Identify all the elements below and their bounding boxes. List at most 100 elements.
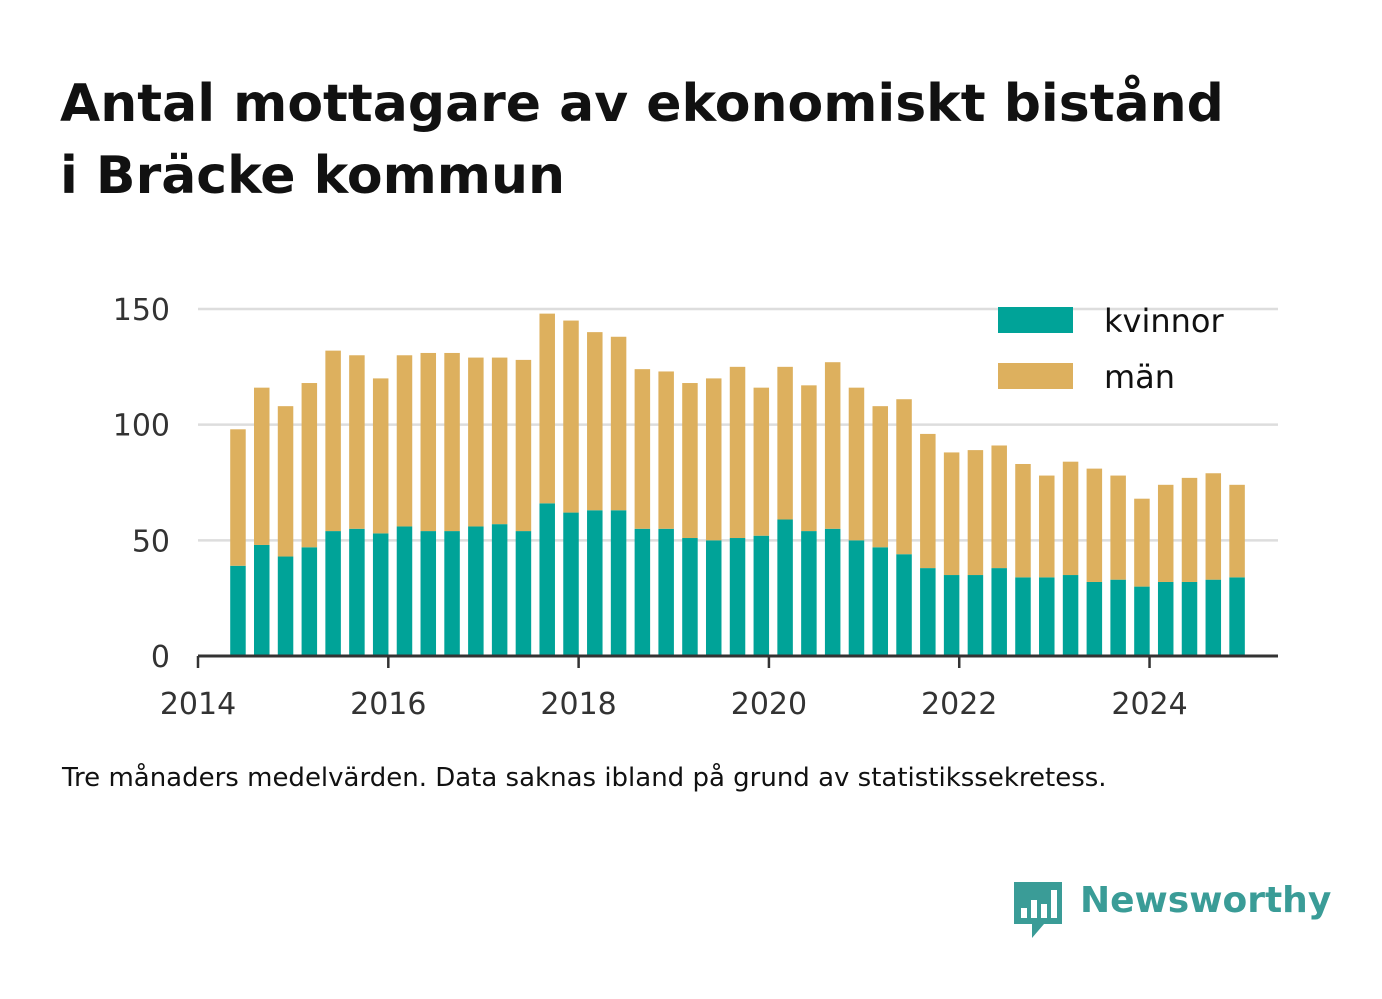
bar-kvinnor [1110, 579, 1126, 656]
bar-man [634, 369, 651, 529]
bar-man [1015, 463, 1031, 578]
bar-kvinnor [539, 503, 555, 656]
bar-kvinnor [801, 531, 817, 656]
y-tick-label: 100 [113, 409, 170, 444]
bar-kvinnor [610, 510, 627, 656]
bar-kvinnor [254, 544, 270, 656]
bar-kvinnor [634, 528, 651, 656]
bar-man [254, 387, 270, 545]
bar-man [1062, 461, 1079, 576]
bar-man [301, 383, 318, 548]
bar-man [325, 350, 341, 532]
bar-man [943, 452, 960, 576]
x-axis: 2014 2016 2018 2020 2022 2024 [160, 654, 1278, 722]
bar-kvinnor [920, 568, 936, 656]
bar-kvinnor [349, 528, 365, 656]
bar-kvinnor [991, 568, 1007, 656]
legend-label: män [1104, 358, 1175, 396]
bar-man [372, 378, 389, 534]
bar-man [1134, 498, 1150, 587]
bar-kvinnor [705, 540, 722, 656]
bar-man [515, 359, 532, 532]
bar-man [491, 357, 508, 525]
x-tick-label: 2024 [1111, 687, 1187, 722]
y-tick-label: 50 [132, 524, 170, 559]
y-tick-label: 150 [113, 293, 170, 328]
bar-kvinnor [1181, 581, 1198, 656]
bar-man [848, 387, 865, 541]
bar-kvinnor [824, 528, 841, 656]
bar-man [468, 357, 484, 527]
legend: kvinnor män [998, 302, 1225, 396]
bar-man [444, 352, 460, 532]
bar-man [587, 332, 603, 511]
bar-man [872, 406, 889, 548]
bar-man [991, 445, 1007, 569]
bar-man [349, 355, 365, 529]
bar-man [1205, 473, 1222, 580]
bar-man [1181, 477, 1198, 582]
bar-kvinnor [444, 531, 460, 656]
bar-man [824, 362, 841, 529]
bar-kvinnor [372, 533, 389, 656]
bar-man [563, 320, 579, 513]
bar-kvinnor [777, 519, 793, 656]
bars [230, 313, 1245, 656]
bar-kvinnor [1205, 579, 1222, 656]
bar-man [610, 336, 627, 511]
bar-kvinnor [396, 526, 413, 656]
bar-man [729, 366, 746, 539]
bar-kvinnor [872, 547, 889, 656]
bar-kvinnor [943, 575, 960, 656]
bar-kvinnor [967, 575, 984, 656]
bar-kvinnor [491, 524, 508, 656]
brand-name: Newsworthy [1080, 880, 1332, 921]
bar-man [396, 355, 413, 527]
x-tick-label: 2016 [350, 687, 426, 722]
x-tick-label: 2014 [160, 687, 236, 722]
bar-kvinnor [301, 547, 318, 656]
y-axis: 0 50 100 150 [113, 293, 170, 675]
x-tick-label: 2020 [731, 687, 807, 722]
x-tick-label: 2022 [921, 687, 997, 722]
x-tick-label: 2018 [540, 687, 616, 722]
bar-man [753, 387, 770, 536]
bar-kvinnor [587, 510, 603, 656]
bar-man [777, 366, 793, 520]
bar-man [420, 352, 437, 532]
legend-label: kvinnor [1104, 302, 1225, 340]
bar-man [1110, 475, 1126, 580]
bar-kvinnor [515, 531, 532, 656]
bar-kvinnor [896, 554, 912, 656]
bar-man [230, 429, 246, 566]
bar-kvinnor [1157, 581, 1174, 656]
bar-man [682, 383, 698, 539]
bar-man [658, 371, 674, 529]
bar-kvinnor [1015, 577, 1031, 656]
bar-man [896, 399, 912, 555]
bar-kvinnor [277, 556, 294, 656]
legend-swatch [998, 363, 1073, 389]
bar-kvinnor [468, 526, 484, 656]
bar-kvinnor [848, 540, 865, 656]
bar-man [1229, 484, 1245, 578]
bar-kvinnor [1039, 577, 1055, 656]
bar-man [1086, 468, 1103, 582]
bar-man [539, 313, 555, 504]
bar-kvinnor [420, 531, 437, 656]
bar-kvinnor [1229, 577, 1245, 656]
bar-kvinnor [682, 538, 698, 656]
bar-man [920, 433, 936, 569]
bar-kvinnor [1086, 581, 1103, 656]
chart-title-line2: i Bräcke kommun [60, 146, 565, 206]
bar-man [277, 406, 294, 557]
bar-man [967, 450, 984, 576]
bar-man [801, 385, 817, 532]
legend-swatch [998, 307, 1073, 333]
chart-title-line1: Antal mottagare av ekonomiskt bistånd [60, 74, 1224, 134]
y-tick-label: 0 [151, 640, 170, 675]
bar-man [1039, 475, 1055, 578]
bar-kvinnor [753, 535, 770, 656]
bar-man [705, 378, 722, 541]
